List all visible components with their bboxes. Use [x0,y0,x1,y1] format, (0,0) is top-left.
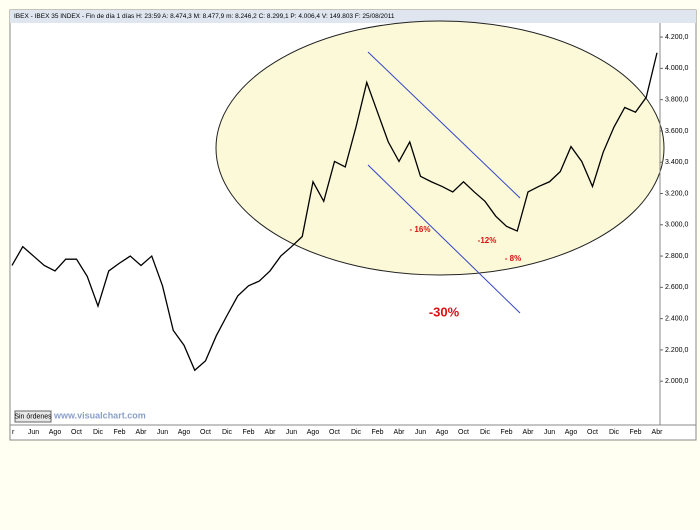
x-tick-label: Abr [265,429,277,436]
y-tick-label: 3.000,0 [665,222,688,229]
x-tick-label: Ago [307,429,320,436]
x-tick-label: Feb [242,429,254,436]
x-tick-label: Jun [544,429,555,436]
y-tick-label: 2.400,0 [665,315,688,322]
orders-button-label[interactable]: Sin órdenes [14,413,52,420]
y-tick-label: 2.600,0 [665,284,688,291]
x-tick-label: Abr [523,429,535,436]
x-tick-label: Oct [458,429,469,436]
x-tick-label: Ago [49,429,62,436]
y-tick-label: 2.200,0 [665,347,688,354]
orders-button[interactable] [14,410,52,423]
x-tick-label: Jun [157,429,168,436]
x-tick-label: Jun [286,429,297,436]
channel-top [367,51,521,199]
x-tick-label: Jun [28,429,39,436]
x-tick-label: Dic [609,429,620,436]
x-tick-label: Abr [136,429,148,436]
y-tick-label: 3.400,0 [665,159,688,166]
channel-bottom [367,164,521,314]
annotation: - 16% [410,225,431,234]
y-tick-label: 4.200,0 [665,34,688,41]
watermark: www.visualchart.com [53,410,146,420]
chart-title: IBEX - IBEX 35 INDEX - Fin de día 1 días… [14,13,395,20]
x-tick-label: Feb [629,429,641,436]
x-tick-label: Feb [500,429,512,436]
x-tick-label: Dic [222,429,233,436]
annotation: - 8% [505,254,521,263]
x-tick-label: Feb [113,429,125,436]
x-tick-label: Jun [415,429,426,436]
highlight-ellipse [215,20,665,276]
annotation: -30% [429,304,460,319]
y-tick-label: 2.000,0 [665,378,688,385]
x-tick-label: Abr [652,429,664,436]
price-line [11,52,658,372]
x-tick-label: Dic [93,429,104,436]
x-tick-label: Oct [200,429,211,436]
y-tick-label: 3.200,0 [665,190,688,197]
x-tick-label: Oct [71,429,82,436]
x-tick-label: Dic [480,429,491,436]
x-tick-label: Ago [565,429,578,436]
x-tick-label: Dic [351,429,362,436]
x-tick-label: Oct [587,429,598,436]
y-tick-label: 3.800,0 [665,96,688,103]
y-tick-label: 2.800,0 [665,253,688,260]
x-tick-label: r [12,429,15,436]
header-bar [10,10,696,23]
annotation: -12% [478,236,497,245]
y-tick-label: 3.600,0 [665,128,688,135]
x-tick-label: Abr [394,429,406,436]
y-tick-label: 4.000,0 [665,65,688,72]
x-tick-label: Oct [329,429,340,436]
x-tick-label: Ago [178,429,191,436]
x-tick-label: Feb [371,429,383,436]
x-tick-label: Ago [436,429,449,436]
